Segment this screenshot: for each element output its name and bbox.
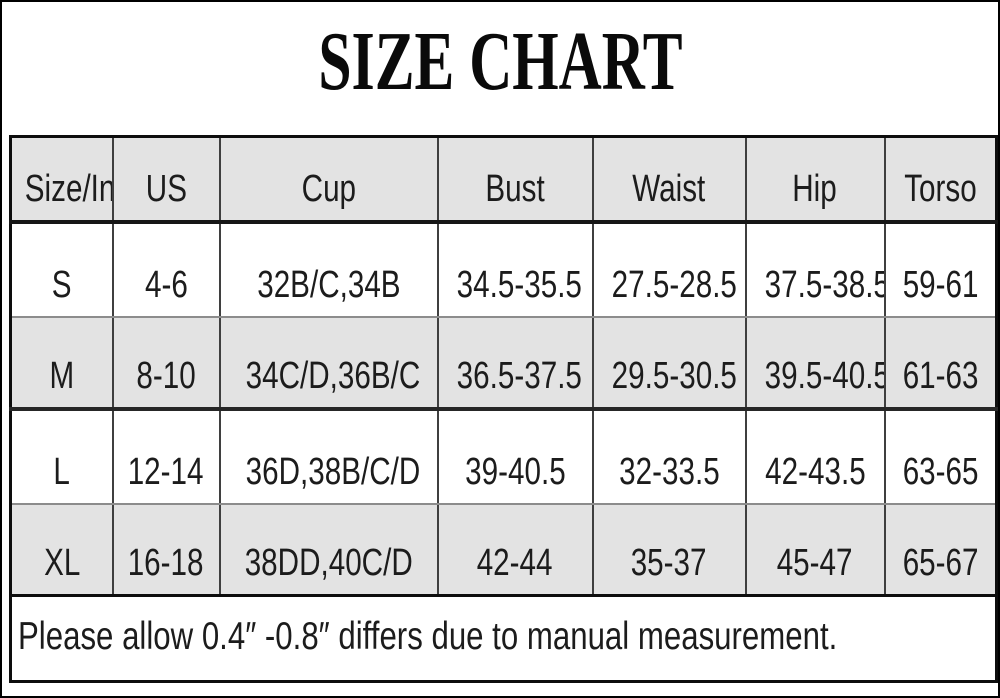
cell-cup: 36D,38B/C/D	[218, 408, 439, 505]
cell-value: 32B/C,34B	[256, 263, 401, 306]
cell-size: S	[9, 221, 114, 318]
cell-us: 16-18	[111, 503, 221, 597]
cell-value: 59-61	[902, 263, 979, 306]
column-header-us: US	[111, 136, 221, 224]
cell-torso: 65-67	[883, 503, 998, 597]
size-chart-table: Size/In US Cup Bust Waist Hip Torso S 4-…	[9, 135, 998, 683]
cell-value: 32-33.5	[618, 450, 720, 493]
column-header-hip: Hip	[744, 136, 886, 224]
table-row-xl: XL 16-18 38DD,40C/D 42-44 35-37 45-47 65…	[9, 503, 998, 597]
cell-value: 35-37	[631, 542, 707, 584]
cell-value: 34C/D,36B/C	[245, 354, 420, 397]
measurement-note-text: Please allow 0.4″ -0.8″ differs due to m…	[18, 614, 838, 658]
cell-value: M	[49, 354, 75, 397]
cell-value: 42-44	[477, 542, 553, 584]
cell-cup: 38DD,40C/D	[218, 503, 439, 597]
cell-value: 63-65	[902, 450, 979, 493]
column-header-label: Waist	[632, 167, 706, 210]
cell-bust: 39-40.5	[436, 408, 594, 505]
cell-bust: 34.5-35.5	[436, 221, 594, 318]
column-header-label: Cup	[301, 167, 356, 210]
cell-us: 8-10	[111, 316, 221, 411]
column-header-label: US	[145, 167, 187, 210]
cell-value: 42-43.5	[764, 450, 866, 493]
cell-value: 39.5-40.5	[764, 354, 885, 397]
column-header-cup: Cup	[218, 136, 439, 224]
cell-value: S	[51, 263, 72, 306]
column-header-label: Size/In	[24, 167, 113, 210]
column-header-waist: Waist	[591, 136, 747, 224]
cell-value: 36D,38B/C/D	[245, 450, 420, 493]
header-row: Size/In US Cup Bust Waist Hip Torso	[9, 136, 998, 224]
column-header-size-in: Size/In	[9, 136, 114, 224]
cell-value: 29.5-30.5	[611, 354, 737, 397]
cell-us: 12-14	[111, 408, 221, 505]
table-row-s: S 4-6 32B/C,34B 34.5-35.5 27.5-28.5 37.5…	[9, 221, 998, 318]
cell-waist: 29.5-30.5	[591, 316, 747, 411]
cell-hip: 42-43.5	[744, 408, 886, 505]
cell-hip: 37.5-38.5	[744, 221, 886, 318]
cell-value: 36.5-37.5	[456, 354, 582, 397]
cell-bust: 36.5-37.5	[436, 316, 594, 411]
cell-value: 37.5-38.5	[764, 263, 885, 306]
cell-value: 39-40.5	[464, 450, 566, 493]
cell-value: 12-14	[128, 450, 204, 493]
cell-waist: 35-37	[591, 503, 747, 597]
column-header-torso: Torso	[883, 136, 998, 224]
column-header-label: Hip	[792, 167, 838, 210]
cell-torso: 61-63	[883, 316, 998, 411]
cell-waist: 32-33.5	[591, 408, 747, 505]
table-row-m: M 8-10 34C/D,36B/C 36.5-37.5 29.5-30.5 3…	[9, 316, 998, 411]
cell-size: M	[9, 316, 114, 411]
measurement-note-row: Please allow 0.4″ -0.8″ differs due to m…	[10, 595, 997, 682]
page-title: SIZE CHART	[2, 20, 998, 104]
cell-waist: 27.5-28.5	[591, 221, 747, 318]
column-header-label: Bust	[485, 167, 545, 210]
cell-size: XL	[9, 503, 114, 597]
cell-value: L	[53, 450, 70, 493]
column-header-bust: Bust	[436, 136, 594, 224]
cell-value: XL	[43, 542, 80, 584]
table-row-l: L 12-14 36D,38B/C/D 39-40.5 32-33.5 42-4…	[9, 408, 998, 505]
cell-torso: 59-61	[883, 221, 998, 318]
cell-cup: 32B/C,34B	[218, 221, 439, 318]
cell-hip: 39.5-40.5	[744, 316, 886, 411]
cell-value: 65-67	[902, 542, 979, 584]
cell-value: 45-47	[777, 542, 853, 584]
cell-hip: 45-47	[744, 503, 886, 597]
column-header-label: Torso	[904, 167, 977, 210]
cell-value: 34.5-35.5	[456, 263, 582, 306]
cell-value: 61-63	[902, 354, 979, 397]
measurement-note-cell: Please allow 0.4″ -0.8″ differs due to m…	[10, 595, 997, 682]
cell-value: 27.5-28.5	[611, 263, 737, 306]
cell-cup: 34C/D,36B/C	[218, 316, 439, 411]
cell-value: 16-18	[128, 542, 204, 584]
cell-bust: 42-44	[436, 503, 594, 597]
cell-value: 4-6	[144, 263, 188, 306]
cell-value: 38DD,40C/D	[244, 542, 413, 584]
cell-value: 8-10	[136, 354, 196, 397]
cell-size: L	[9, 408, 114, 505]
cell-us: 4-6	[111, 221, 221, 318]
page-title-text: SIZE CHART	[317, 15, 683, 108]
cell-torso: 63-65	[883, 408, 998, 505]
